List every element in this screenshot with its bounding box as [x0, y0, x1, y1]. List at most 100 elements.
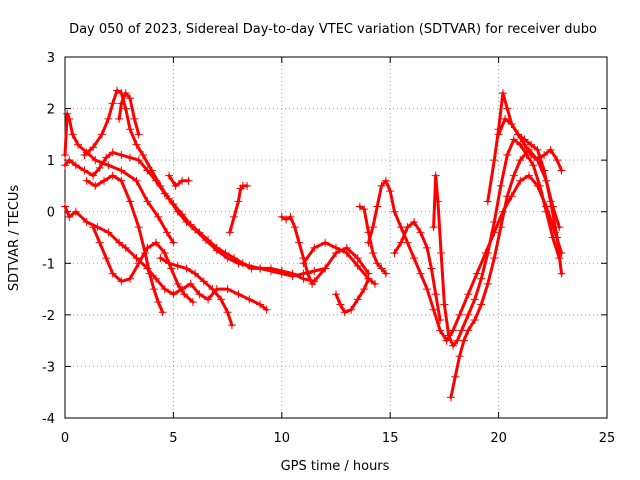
data-point [520, 140, 529, 149]
data-point [108, 148, 117, 157]
data-point [266, 264, 275, 273]
data-point [368, 223, 377, 232]
data-point [126, 94, 135, 103]
data-point [82, 218, 91, 227]
x-tick-label: 10 [274, 431, 291, 446]
series-trace [449, 148, 561, 399]
data-point [386, 187, 395, 196]
data-point [364, 238, 373, 247]
y-tick-label: 3 [47, 51, 55, 66]
data-point [134, 130, 143, 139]
data-point [496, 181, 505, 190]
data-point [477, 274, 486, 283]
data-point [132, 140, 141, 149]
data-point [540, 150, 549, 159]
series-arc-11 [277, 212, 317, 288]
data-point [245, 295, 254, 304]
data-point [167, 264, 176, 273]
data-point [89, 171, 98, 180]
data-point [154, 212, 163, 221]
data-point [332, 243, 340, 252]
data-point [225, 228, 234, 237]
data-point [108, 171, 117, 180]
data-point [449, 341, 458, 350]
axis-ticks: 0 5 10 15 20 25 -4 -3 -2 -1 0 1 2 3 [42, 51, 615, 446]
data-point [360, 285, 369, 294]
series-trace [228, 184, 249, 234]
data-point [80, 166, 89, 175]
data-point [104, 161, 113, 170]
data-point [208, 285, 217, 294]
series-trace [486, 91, 563, 276]
data-point [336, 300, 345, 309]
data-point [91, 181, 100, 190]
data-point [171, 181, 180, 190]
data-point [470, 316, 479, 325]
data-point [295, 238, 304, 247]
data-point [143, 243, 152, 252]
data-point [557, 166, 566, 175]
series-trace [158, 256, 234, 327]
data-point [212, 246, 221, 255]
data-point [533, 156, 542, 165]
data-point [182, 264, 191, 273]
series-trace [302, 241, 377, 286]
data-point [436, 316, 445, 325]
data-point [501, 114, 510, 123]
series-arc-21 [494, 114, 566, 175]
y-tick-label: 0 [47, 206, 55, 221]
data-point [89, 223, 98, 232]
data-point [288, 269, 297, 278]
data-point [516, 156, 525, 165]
series-arc-14 [332, 274, 373, 317]
data-point [423, 243, 432, 252]
data-point [102, 153, 111, 162]
data-point [496, 223, 505, 232]
data-point [310, 267, 319, 276]
data-point [310, 243, 319, 252]
data-point [117, 277, 126, 286]
data-point [201, 236, 210, 245]
data-point [97, 130, 106, 139]
data-point [277, 212, 286, 221]
data-point [303, 269, 312, 278]
data-point [533, 145, 542, 154]
series-trace [432, 138, 561, 348]
data-point [132, 254, 141, 263]
data-point [65, 156, 74, 165]
data-point [143, 197, 152, 206]
data-point [340, 308, 349, 317]
data-point [108, 99, 117, 108]
data-point [509, 171, 518, 180]
data-point [353, 295, 362, 304]
data-point [256, 300, 265, 309]
data-point [134, 156, 143, 165]
data-point [321, 238, 330, 247]
data-point [184, 176, 193, 185]
series-arc-12 [277, 243, 373, 286]
data-point [95, 238, 104, 247]
data-point [217, 295, 226, 304]
data-point [149, 285, 158, 294]
data-point [132, 176, 141, 185]
data-point [290, 223, 299, 232]
data-point [234, 259, 243, 268]
data-point [451, 372, 460, 381]
data-point [95, 163, 104, 172]
data-point [433, 197, 442, 206]
data-point [490, 254, 499, 263]
data-point [180, 290, 189, 299]
data-point [342, 248, 351, 257]
data-point [490, 218, 499, 227]
data-point [91, 156, 100, 165]
data-point [503, 192, 512, 201]
data-point [121, 243, 130, 252]
data-point [245, 261, 254, 270]
series-arc-13 [299, 238, 380, 288]
data-point [100, 176, 109, 185]
data-point [355, 202, 364, 211]
data-point [553, 233, 562, 242]
data-point [540, 166, 549, 175]
data-point [191, 269, 200, 278]
data-point [516, 176, 525, 185]
